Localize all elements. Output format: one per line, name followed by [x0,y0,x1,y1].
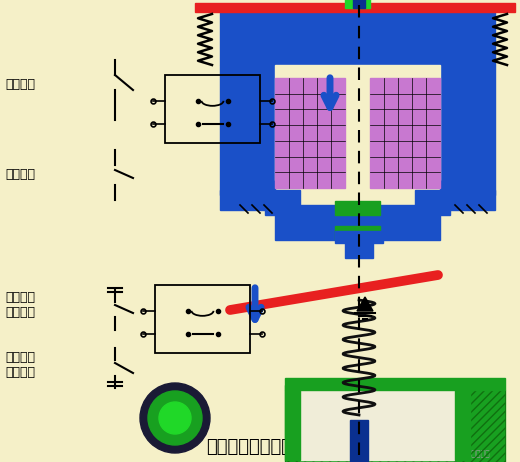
Bar [220,65,275,195]
Text: 瞬动常闭: 瞬动常闭 [5,79,35,91]
Bar [285,385,300,460]
Bar [353,0,365,8]
Bar [440,65,495,195]
Bar [155,285,250,353]
Bar [350,420,368,462]
Polygon shape [357,297,373,311]
Text: 瞬动常开: 瞬动常开 [5,169,35,182]
Bar [335,231,383,243]
Bar [415,190,495,210]
Bar [335,226,380,240]
Bar [275,205,440,240]
Bar [220,10,495,65]
Bar [265,197,295,215]
Text: 延时闭合
常闭触头: 延时闭合 常闭触头 [5,351,35,379]
Circle shape [140,383,210,453]
Bar [300,385,455,460]
Circle shape [148,391,202,445]
Bar [455,385,470,460]
Bar [275,65,440,180]
Bar [370,78,440,188]
Text: 精品课程专用: 精品课程专用 [462,449,490,458]
Bar [345,240,373,258]
Circle shape [159,402,191,434]
Bar [165,75,260,143]
Bar [285,378,505,390]
Bar [220,190,300,210]
Text: 断电延时型时间继电器: 断电延时型时间继电器 [206,438,314,456]
Bar [285,390,505,462]
Bar [285,390,505,462]
Bar [345,0,370,8]
Text: 延时断开
常开触头: 延时断开 常开触头 [5,291,35,319]
Bar [420,197,450,215]
Bar [335,201,380,215]
Bar [275,78,345,188]
Bar [195,3,515,12]
